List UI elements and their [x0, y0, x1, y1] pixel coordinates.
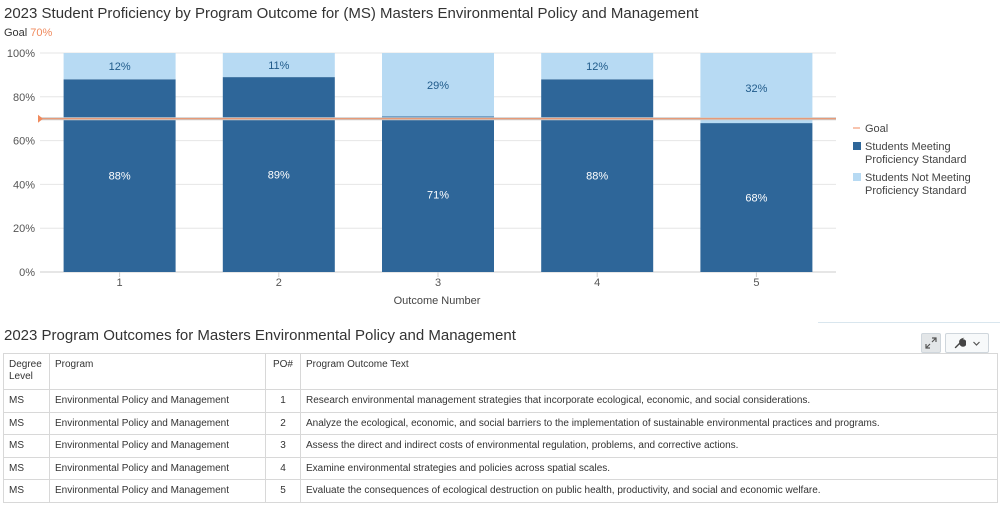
header-po-number: PO#	[265, 353, 301, 390]
y-tick-label: 40%	[13, 179, 35, 191]
legend-meeting-label-line1: Students Meeting	[865, 141, 951, 153]
x-tick-label: 4	[594, 277, 600, 289]
goal-caption: Goal 70%	[4, 27, 52, 39]
table-row: MS Environmental Policy and Management 2 An…	[3, 411, 998, 435]
data-label-meeting-2: 89%	[268, 170, 290, 182]
bar-meeting-4[interactable]	[541, 79, 654, 272]
cell-degree: MS	[3, 456, 50, 480]
legend: Goal Students Meeting Proficiency Standa…	[853, 123, 971, 197]
cell-program: Environmental Policy and Management	[49, 479, 266, 503]
table-title: 2023 Program Outcomes for Masters Enviro…	[4, 327, 516, 344]
cell-po: 5	[265, 479, 301, 503]
goal-marker	[38, 114, 43, 123]
legend-not-meeting-swatch	[853, 173, 861, 181]
table-header-row: Degree Level Program PO# Program Outcome …	[3, 353, 998, 390]
bar-meeting-5[interactable]	[700, 123, 813, 272]
bar-not-meeting-5[interactable]	[700, 53, 813, 124]
cell-outcome-text: Examine environmental strategies and pol…	[300, 456, 998, 480]
bar-meeting-3[interactable]	[382, 116, 494, 272]
cell-degree: MS	[3, 389, 50, 413]
legend-not-meeting-label-line1: Students Not Meeting	[865, 172, 971, 184]
cell-degree: MS	[3, 434, 50, 458]
program-outcomes-table: Degree Level Program PO# Program Outcome …	[3, 353, 998, 503]
cell-program: Environmental Policy and Management	[49, 411, 266, 435]
bar-not-meeting-1[interactable]	[63, 53, 176, 80]
y-tick-label: 0%	[19, 267, 35, 279]
data-label-not-meeting-4: 12%	[586, 61, 608, 73]
x-axis-labels: 1 2 3 4 5	[117, 272, 759, 289]
table-row: MS Environmental Policy and Management 1 Re…	[3, 389, 998, 413]
data-label-not-meeting-2: 11%	[268, 60, 289, 72]
cell-outcome-text: Assess the direct and indirect costs of …	[300, 434, 998, 458]
bar-not-meeting-3[interactable]	[382, 53, 494, 117]
cell-outcome-text: Evaluate the consequences of ecological …	[300, 479, 998, 503]
y-tick-label: 100%	[7, 48, 35, 60]
data-label-meeting-5: 68%	[745, 193, 767, 205]
x-tick-label: 1	[117, 277, 123, 289]
table-row: MS Environmental Policy and Management 4 Ex…	[3, 456, 998, 480]
x-axis-title: Outcome Number	[394, 295, 481, 307]
legend-goal-label: Goal	[865, 123, 888, 135]
data-label-meeting-3: 71%	[427, 189, 449, 201]
bar-meeting-2[interactable]	[222, 77, 335, 272]
table-toolbar	[921, 333, 989, 353]
cell-outcome-text: Research environmental management strate…	[300, 389, 998, 413]
settings-dropdown-button[interactable]	[945, 333, 989, 353]
table-body: MS Environmental Policy and Management 1 Re…	[3, 389, 998, 503]
y-tick-label: 60%	[13, 136, 35, 148]
goal-caption-label: Goal	[4, 27, 28, 39]
data-label-meeting-1: 88%	[109, 171, 131, 183]
x-tick-label: 5	[753, 277, 759, 289]
section-divider	[818, 322, 1000, 323]
x-tick-label: 2	[276, 277, 282, 289]
chevron-down-icon	[972, 341, 980, 346]
chart-title: 2023 Student Proficiency by Program Outc…	[4, 5, 699, 22]
legend-meeting-swatch	[853, 142, 861, 150]
data-label-not-meeting-5: 32%	[745, 83, 767, 95]
data-label-not-meeting-3: 29%	[427, 80, 449, 92]
expand-icon	[925, 337, 937, 349]
cell-po: 4	[265, 456, 301, 480]
cell-degree: MS	[3, 411, 50, 435]
header-degree-line1: Degree	[9, 359, 42, 370]
data-label-meeting-4: 88%	[586, 171, 608, 183]
y-tick-label: 20%	[13, 223, 35, 235]
table-row: MS Environmental Policy and Management 3 As…	[3, 434, 998, 458]
bar-meeting-1[interactable]	[63, 79, 176, 272]
cell-outcome-text: Analyze the ecological, economic, and so…	[300, 411, 998, 435]
y-tick-label: 80%	[13, 92, 35, 104]
bars: 88% 12% 89% 11% 71% 29% 88% 12% 68% 32%	[63, 53, 813, 272]
y-axis-labels: 0% 20% 40% 60% 80% 100%	[7, 48, 35, 279]
legend-meeting-label-line2: Proficiency Standard	[865, 154, 967, 166]
proficiency-chart: 0%20%40%60%80%100% 88%12%89%11%71%29%88%…	[7, 48, 971, 307]
cell-program: Environmental Policy and Management	[49, 389, 266, 413]
bar-not-meeting-4[interactable]	[541, 53, 654, 80]
cell-po: 3	[265, 434, 301, 458]
legend-not-meeting-label-line2: Proficiency Standard	[865, 185, 967, 197]
header-degree-line2: Level	[9, 371, 33, 382]
cell-degree: MS	[3, 479, 50, 503]
goal-caption-value: 70%	[30, 27, 53, 39]
data-label-not-meeting-1: 12%	[109, 61, 131, 73]
cell-program: Environmental Policy and Management	[49, 456, 266, 480]
wrench-icon	[954, 337, 966, 349]
cell-program: Environmental Policy and Management	[49, 434, 266, 458]
header-degree-level: Degree Level	[3, 353, 50, 390]
bar-not-meeting-2[interactable]	[222, 53, 335, 78]
x-tick-label: 3	[435, 277, 441, 289]
cell-po: 2	[265, 411, 301, 435]
cell-po: 1	[265, 389, 301, 413]
header-outcome-text: Program Outcome Text	[300, 353, 998, 390]
goal-line-group	[38, 114, 836, 123]
header-program: Program	[49, 353, 266, 390]
table-row: MS Environmental Policy and Management 5 Ev…	[3, 479, 998, 503]
expand-button[interactable]	[921, 333, 941, 353]
